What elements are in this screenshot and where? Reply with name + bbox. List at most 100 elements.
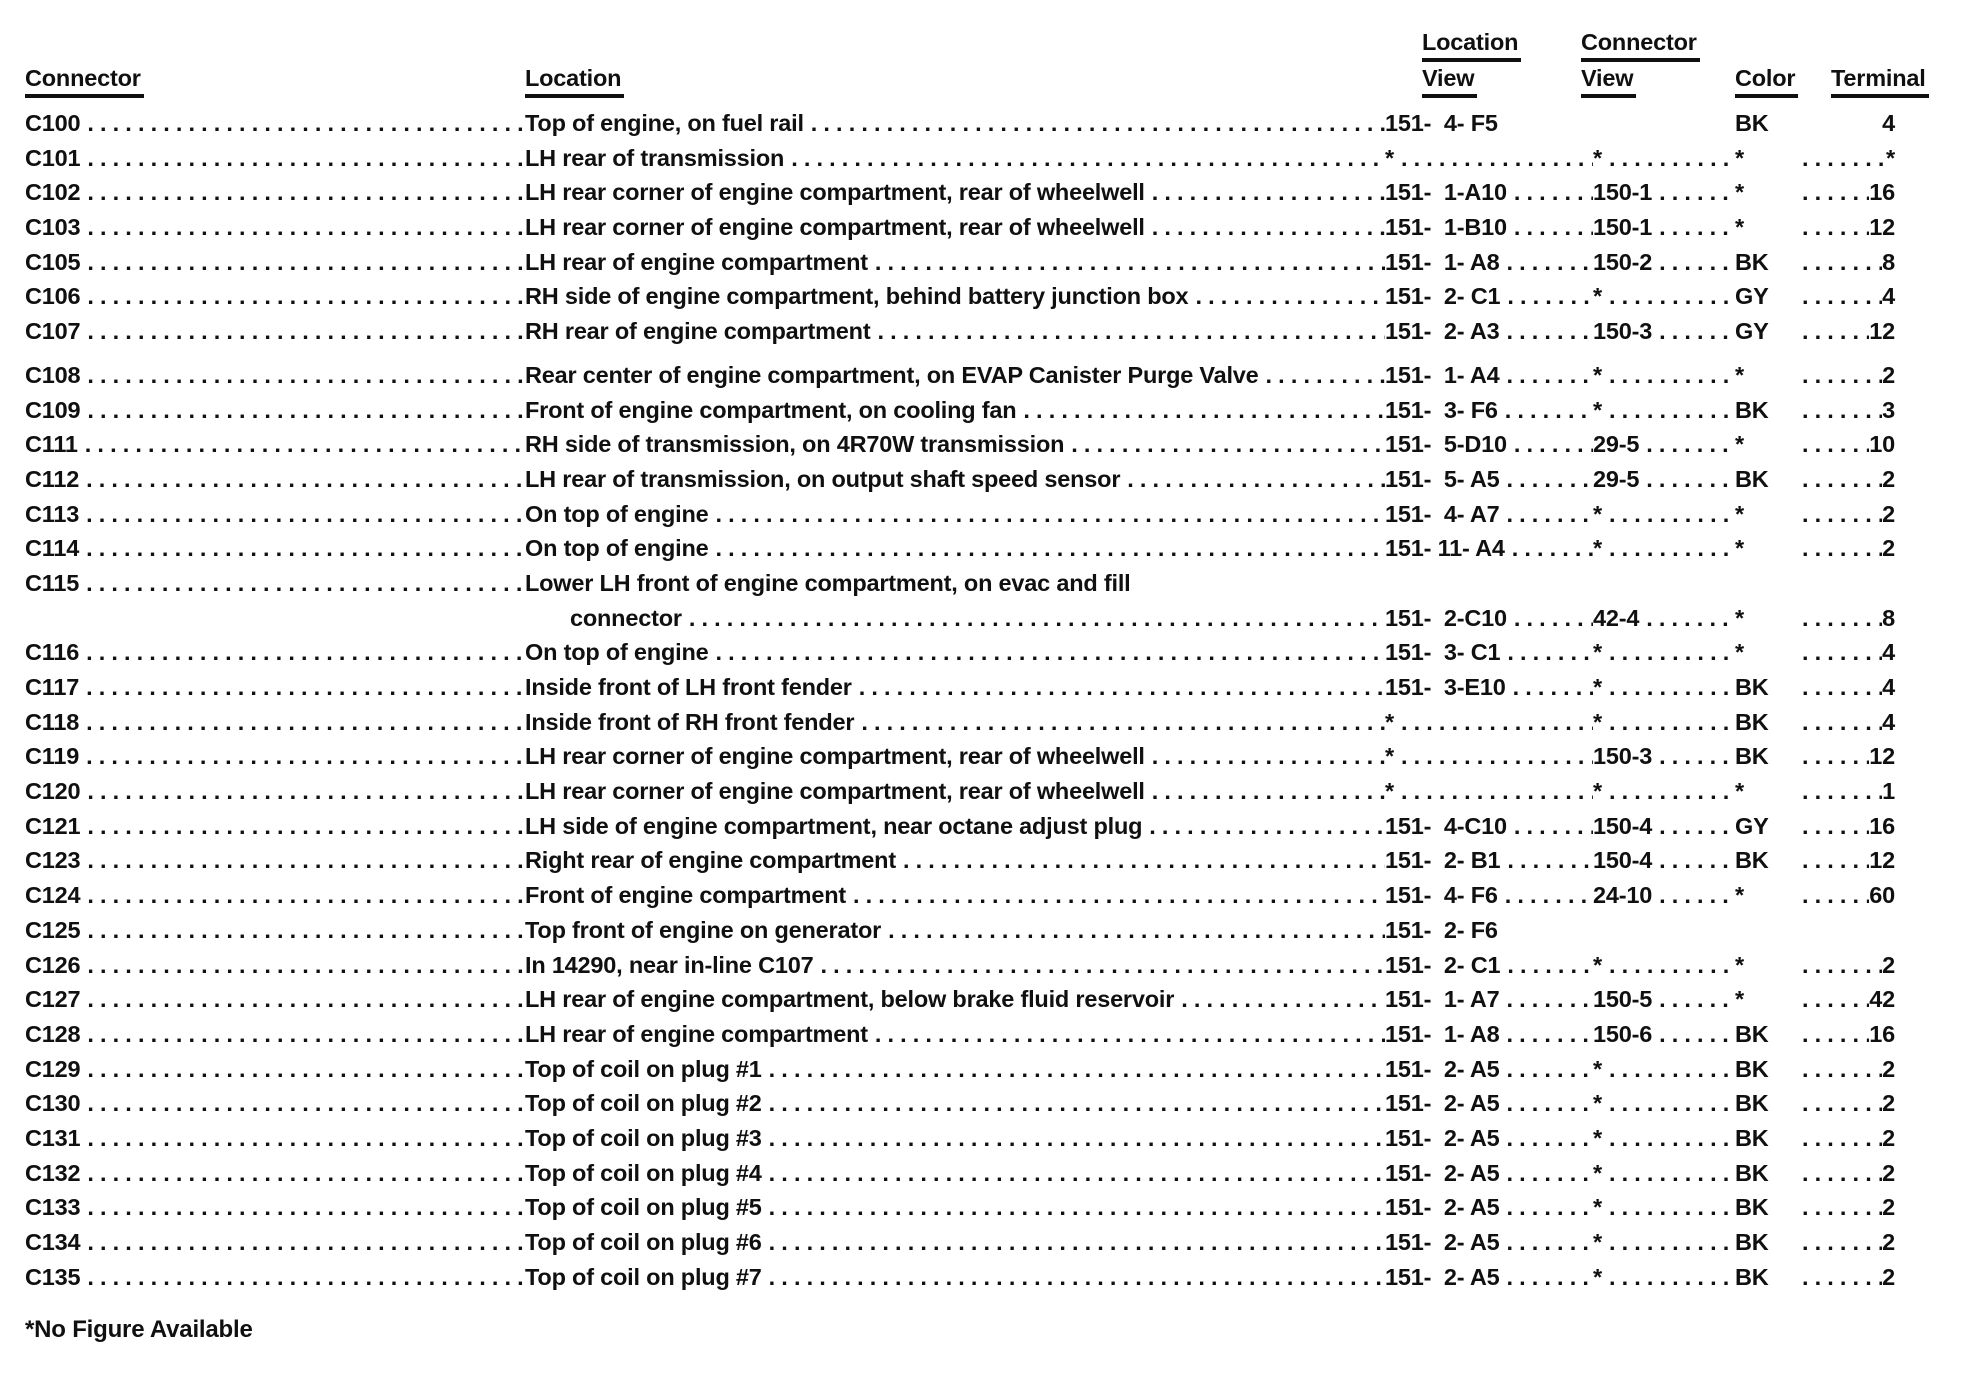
color-code-value: * xyxy=(1735,604,1744,631)
location-text: In 14290, near in-line C107 xyxy=(525,948,1385,983)
location-text-value: LH side of engine compartment, near octa… xyxy=(525,812,1143,839)
dot-leader xyxy=(1795,982,1869,1017)
color-code: * xyxy=(1735,358,1795,393)
connector-view: * xyxy=(1593,1156,1735,1191)
connector-id: C115 xyxy=(25,566,525,601)
connector-id-value: C132 xyxy=(25,1159,81,1186)
dot-leader xyxy=(1795,878,1869,913)
terminal-count: 12 xyxy=(1795,210,1905,245)
dot-leader xyxy=(1602,774,1735,809)
dot-leader xyxy=(1602,948,1735,983)
color-code: BK xyxy=(1735,462,1795,497)
table-row: C116 On top of engine 151- 3- C1 * * 4 xyxy=(25,635,1905,670)
dot-leader xyxy=(80,1017,525,1052)
connector-id-value: C105 xyxy=(25,248,81,275)
connector-view: 150-3 xyxy=(1593,314,1735,349)
connector-view-value: * xyxy=(1593,283,1602,310)
dot-leader xyxy=(1795,739,1869,774)
location-text: Top of coil on plug #5 xyxy=(525,1190,1385,1225)
connector-view: * xyxy=(1593,774,1735,809)
connector-id: C101 xyxy=(25,141,525,176)
terminal-count: 2 xyxy=(1795,1121,1905,1156)
connector-view-value: 150-1 xyxy=(1593,179,1653,206)
connector-id-value: C115 xyxy=(25,569,80,596)
connector-id-value: C113 xyxy=(25,500,80,527)
location-text: LH rear corner of engine compartment, re… xyxy=(525,774,1385,809)
location-view-value: 151- 2- B1 xyxy=(1385,847,1501,874)
table-row: C125 Top front of engine on generator 151-… xyxy=(25,913,1905,948)
dot-leader xyxy=(708,531,1385,566)
color-code: * xyxy=(1735,141,1795,176)
location-view: 151- 4- F6 xyxy=(1385,878,1593,913)
table-row: C117 Inside front of LH front fender 151- … xyxy=(25,670,1905,705)
terminal-count: 8 xyxy=(1795,245,1905,280)
dot-leader xyxy=(80,141,525,176)
location-text: LH rear of engine compartment, below bra… xyxy=(525,982,1385,1017)
connector-id-value: C127 xyxy=(25,986,81,1013)
dot-leader xyxy=(1016,393,1385,428)
connector-id: C103 xyxy=(25,210,525,245)
location-text-value: LH rear of transmission xyxy=(525,144,785,171)
location-text-value: Top front of engine on generator xyxy=(525,916,882,943)
terminal-count-value: 2 xyxy=(1882,1194,1895,1221)
location-text-value: LH rear of engine compartment xyxy=(525,1020,868,1047)
dot-leader xyxy=(1120,462,1385,497)
table-row: C101 LH rear of transmission * * * * xyxy=(25,141,1905,176)
connector-view-value: 150-3 xyxy=(1593,743,1653,770)
connector-id-value: C119 xyxy=(25,743,80,770)
color-code-value: GY xyxy=(1735,812,1769,839)
connector-id: C131 xyxy=(25,1121,525,1156)
connector-view: 150-1 xyxy=(1593,175,1735,210)
location-text-value: Top of coil on plug #4 xyxy=(525,1159,762,1186)
table-rows: C100 Top of engine, on fuel rail 151- 4- F… xyxy=(25,106,1905,1294)
header-location-view-line2: View xyxy=(1422,65,1478,98)
location-text-value: Inside front of RH front fender xyxy=(525,708,855,735)
dot-leader xyxy=(80,982,525,1017)
terminal-count: 3 xyxy=(1795,393,1905,428)
location-text: Top of coil on plug #6 xyxy=(525,1225,1385,1260)
dot-leader xyxy=(1795,601,1882,636)
dot-leader xyxy=(80,106,525,141)
dot-leader xyxy=(762,1052,1385,1087)
location-text-value: Top of engine, on fuel rail xyxy=(525,110,804,136)
location-view: 151- 5-D10 xyxy=(1385,427,1593,462)
connector-id: C107 xyxy=(25,314,525,349)
location-text: Top front of engine on generator xyxy=(525,913,1385,948)
dot-leader xyxy=(1507,427,1593,462)
connector-id-value: C118 xyxy=(25,708,80,735)
dot-leader xyxy=(1602,531,1735,566)
location-text-value: LH rear of transmission, on output shaft… xyxy=(525,465,1121,492)
location-view-value: 151- 2- A5 xyxy=(1385,1055,1500,1082)
location-view-value: 151- 3- C1 xyxy=(1385,639,1501,666)
dot-leader xyxy=(1795,279,1882,314)
location-view-value: 151- 4- F6 xyxy=(1385,882,1498,909)
location-view: 151- 4- F5 xyxy=(1385,106,1593,141)
color-code: BK xyxy=(1735,705,1795,740)
table-row: C130 Top of coil on plug #2 151- 2- A5 * BK 2 xyxy=(25,1086,1905,1121)
color-code-value: * xyxy=(1735,639,1744,666)
connector-view: 42-4 xyxy=(1593,601,1735,636)
location-view-value: 151- 5-D10 xyxy=(1385,431,1507,458)
connector-id: C106 xyxy=(25,279,525,314)
dot-leader xyxy=(1795,358,1882,393)
connector-view: * xyxy=(1593,670,1735,705)
dot-leader xyxy=(1795,1017,1869,1052)
connector-view: 150-6 xyxy=(1593,1017,1735,1052)
dot-leader xyxy=(1142,809,1385,844)
terminal-count-value: 12 xyxy=(1869,318,1895,345)
terminal-count-value: 2 xyxy=(1882,1090,1895,1117)
header-connector-label: Connector xyxy=(25,65,144,98)
terminal-count: 16 xyxy=(1795,809,1905,844)
dot-leader xyxy=(1500,314,1594,349)
dot-leader xyxy=(80,1190,525,1225)
location-text-value: Front of engine compartment, on cooling … xyxy=(525,396,1017,423)
dot-leader xyxy=(80,279,525,314)
terminal-count: 42 xyxy=(1795,982,1905,1017)
color-code: BK xyxy=(1735,1190,1795,1225)
dot-leader xyxy=(80,245,525,280)
location-text: LH rear of engine compartment xyxy=(525,1017,1385,1052)
connector-id-value: C112 xyxy=(25,465,80,492)
table-row: C129 Top of coil on plug #1 151- 2- A5 * BK 2 xyxy=(25,1052,1905,1087)
color-code-value: BK xyxy=(1735,1159,1769,1186)
location-view: 151- 2- C1 xyxy=(1385,948,1593,983)
